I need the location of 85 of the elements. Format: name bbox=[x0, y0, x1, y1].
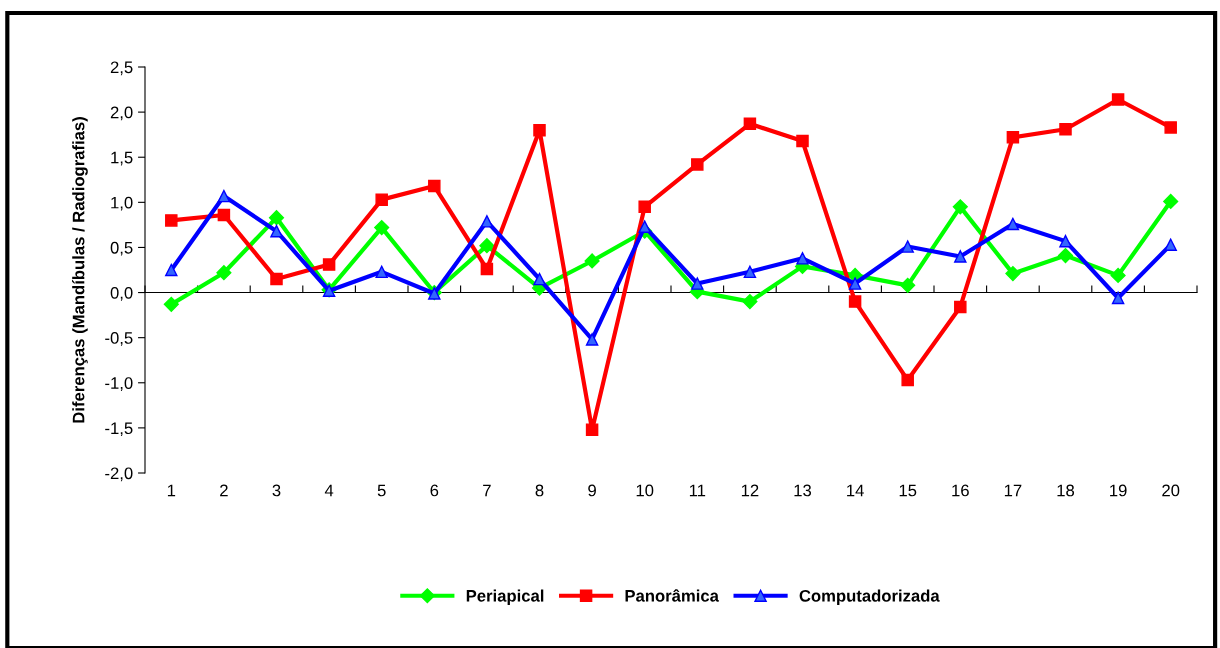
point bbox=[163, 296, 179, 312]
point bbox=[584, 253, 600, 269]
x-tick-label: 12 bbox=[741, 484, 759, 497]
point bbox=[1006, 131, 1020, 144]
point bbox=[954, 300, 967, 314]
x-tick-label: 5 bbox=[377, 484, 386, 497]
legend-label: Periapical bbox=[466, 589, 544, 606]
y-tick-label: -1,0 bbox=[105, 377, 133, 391]
x-tick-label: 13 bbox=[794, 484, 812, 497]
y-axis-title: Diferenças (Mandíbulas / Radiografias) bbox=[72, 117, 88, 423]
y-tick-label: -2,0 bbox=[105, 467, 133, 482]
legend-label: Panorâmica bbox=[625, 589, 720, 602]
point bbox=[952, 199, 968, 215]
point bbox=[270, 224, 283, 238]
point bbox=[848, 277, 862, 290]
point bbox=[638, 220, 651, 233]
point bbox=[428, 179, 441, 193]
point bbox=[1164, 238, 1177, 251]
point bbox=[480, 262, 494, 276]
point bbox=[1111, 93, 1125, 106]
x-tick-label: 14 bbox=[847, 484, 864, 497]
point bbox=[691, 277, 704, 290]
point bbox=[742, 294, 758, 310]
point bbox=[1111, 291, 1125, 305]
point bbox=[743, 117, 757, 131]
point bbox=[796, 252, 809, 265]
point bbox=[954, 250, 967, 263]
point bbox=[1110, 267, 1126, 283]
point bbox=[1163, 193, 1179, 210]
point bbox=[585, 423, 599, 436]
point bbox=[480, 215, 494, 228]
legend-label: Computadorizada bbox=[799, 589, 940, 606]
x-tick-label: 1 bbox=[167, 484, 176, 497]
x-tick-label: 18 bbox=[1057, 484, 1075, 497]
point bbox=[217, 189, 231, 203]
point bbox=[374, 220, 390, 236]
point bbox=[1006, 217, 1020, 231]
x-tick-label: 8 bbox=[535, 484, 544, 497]
y-tick-label: -1,5 bbox=[105, 422, 133, 437]
y-tick-label: 1,0 bbox=[111, 196, 133, 211]
x-tick-label: 11 bbox=[689, 484, 706, 497]
point bbox=[1005, 266, 1021, 282]
point bbox=[165, 214, 178, 227]
x-tick-label: 3 bbox=[272, 484, 281, 497]
point bbox=[743, 265, 757, 279]
point bbox=[165, 263, 178, 277]
point bbox=[585, 333, 599, 346]
x-tick-label: 15 bbox=[899, 484, 917, 497]
point bbox=[270, 272, 283, 286]
x-tick-label: 7 bbox=[483, 484, 491, 497]
point bbox=[1164, 121, 1177, 134]
point bbox=[375, 265, 388, 279]
x-tick-label: 9 bbox=[588, 484, 596, 497]
point bbox=[1059, 234, 1072, 248]
point bbox=[796, 134, 809, 148]
point bbox=[1059, 123, 1072, 136]
point bbox=[216, 265, 232, 281]
point bbox=[217, 208, 231, 222]
point bbox=[691, 158, 704, 171]
point bbox=[533, 123, 546, 137]
x-tick-label: 19 bbox=[1110, 484, 1127, 497]
point bbox=[375, 193, 388, 206]
x-tick-label: 10 bbox=[636, 484, 654, 497]
y-tick-label: 2,0 bbox=[110, 106, 133, 121]
y-tick-label: 2,5 bbox=[110, 61, 133, 76]
point bbox=[901, 373, 914, 387]
y-tick-label: 0,0 bbox=[110, 286, 133, 301]
point bbox=[479, 238, 495, 254]
x-tick-label: 2 bbox=[220, 484, 228, 497]
x-tick-label: 4 bbox=[324, 484, 334, 497]
point bbox=[1057, 247, 1074, 264]
point bbox=[638, 200, 651, 214]
point bbox=[900, 277, 916, 293]
y-tick-label: -0,5 bbox=[105, 332, 133, 346]
point bbox=[901, 240, 914, 253]
y-tick-label: 0,5 bbox=[110, 241, 133, 256]
point bbox=[322, 258, 336, 271]
x-tick-label: 20 bbox=[1162, 484, 1180, 497]
point bbox=[848, 295, 862, 308]
point bbox=[268, 210, 285, 226]
point bbox=[533, 272, 546, 286]
x-tick-label: 17 bbox=[1004, 484, 1022, 497]
x-tick-label: 6 bbox=[430, 484, 439, 497]
x-tick-label: 16 bbox=[952, 484, 969, 497]
y-tick-label: 1,5 bbox=[111, 151, 133, 166]
